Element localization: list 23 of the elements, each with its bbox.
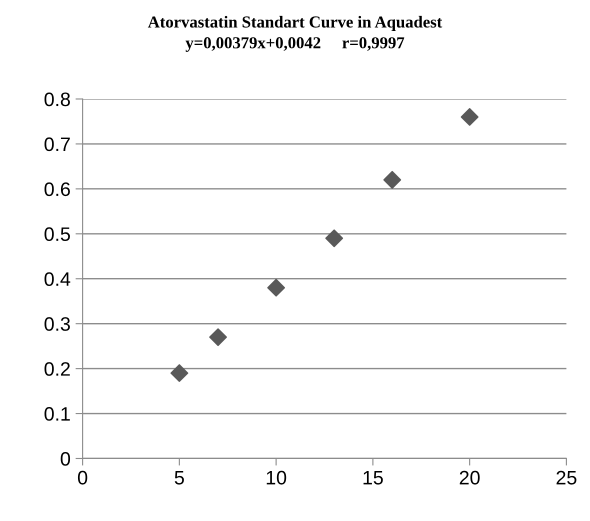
point (170, 364, 188, 382)
x-tick-label: 5 (174, 471, 184, 485)
x-tick-label: 0 (78, 470, 88, 485)
point (383, 170, 402, 189)
y-tick-label: 0.6 (44, 182, 70, 196)
chart-subtitle: y=0,00379x+0,0042 r=0,9997 (186, 37, 404, 52)
y-tick-label: 0.1 (44, 407, 70, 421)
y-tick-label: 0.3 (44, 317, 70, 331)
y-tick-label: 0.2 (44, 362, 70, 376)
x-tick-label: 25 (556, 470, 576, 485)
point (209, 328, 227, 346)
x-tick-label: 20 (460, 470, 480, 485)
y-tick-label: 0.8 (44, 92, 70, 106)
point (325, 229, 344, 248)
point (460, 108, 479, 126)
x-tick-label: 10 (266, 470, 286, 485)
y-tick-label: 0.5 (44, 227, 70, 242)
chart-title: Atorvastatin Standart Curve in Aquadest (148, 16, 442, 31)
y-tick-label: 0.4 (44, 272, 70, 286)
x-tick-label: 15 (364, 471, 383, 485)
y-tick-label: 0 (60, 452, 70, 466)
point (267, 278, 286, 297)
y-tick-label: 0.7 (44, 137, 70, 152)
